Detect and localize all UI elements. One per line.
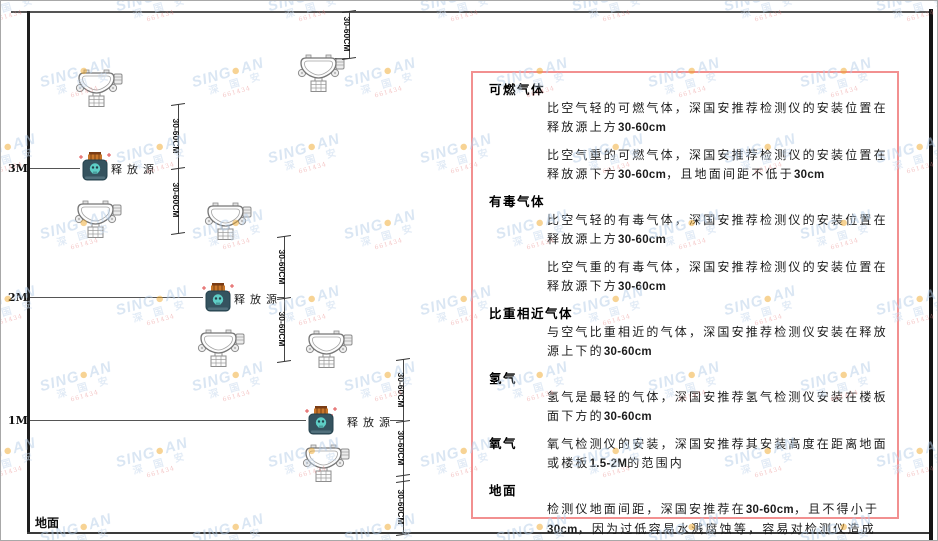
dimension-label: 30-60CM bbox=[277, 311, 287, 347]
dimension-line bbox=[403, 359, 404, 534]
dimension-label: 30-60CM bbox=[171, 182, 181, 218]
panel-section: 氢气氢气是最轻的气体，深国安推荐氢气检测仪安装在楼板面下方的30-60cm bbox=[489, 370, 886, 426]
dimension-label: 30-60CM bbox=[396, 430, 406, 466]
section-body: 氢气是最轻的气体，深国安推荐氢气检测仪安装在楼板面下方的30-60cm bbox=[547, 388, 889, 426]
section-heading: 比重相近气体 bbox=[489, 306, 574, 321]
height-axis-label: 2M bbox=[8, 291, 28, 304]
section-paragraph: 氧气检测仪的安装，深国安推荐其安装高度在距离地面或楼板1.5-2M的范围内 bbox=[547, 437, 888, 470]
release-source bbox=[304, 406, 338, 440]
section-paragraph: 氢气是最轻的气体，深国安推荐氢气检测仪安装在楼板面下方的30-60cm bbox=[547, 390, 888, 423]
section-heading: 可燃气体 bbox=[489, 82, 546, 97]
section-paragraph: 比空气重的有毒气体，深国安推荐检测仪的安装位置在释放源下方30-60cm bbox=[547, 260, 888, 293]
height-axis-label: 1M bbox=[8, 414, 28, 427]
gas-detector bbox=[197, 329, 245, 371]
panel-section: 有毒气体 比空气轻的有毒气体，深国安推荐检测仪的安装位置在释放源上方30-60cm… bbox=[489, 193, 886, 296]
dimension-label: 30-60CM bbox=[342, 16, 352, 52]
ceiling-line bbox=[11, 11, 933, 13]
dimension-label: 30-60CM bbox=[396, 372, 406, 408]
section-heading: 有毒气体 bbox=[489, 194, 546, 209]
section-heading: 地面 bbox=[489, 483, 518, 498]
section-body: 与空气比重相近的气体，深国安推荐检测仪安装在释放源上下的30-60cm bbox=[547, 323, 889, 361]
ground-label: 地面 bbox=[35, 516, 60, 530]
section-body: 氧气检测仪的安装，深国安推荐其安装高度在距离地面或楼板1.5-2M的范围内 bbox=[547, 435, 889, 473]
section-paragraph: 检测仪地面间距，深国安推荐在30-60cm，且不得小于30cm，因为过低容易水溅… bbox=[547, 502, 880, 536]
release-source-label: 释放源 bbox=[347, 416, 395, 429]
release-source-label: 释放源 bbox=[234, 293, 282, 306]
height-reference-line bbox=[30, 297, 203, 298]
height-reference-line bbox=[30, 168, 80, 169]
section-paragraph: 比空气轻的可燃气体，深国安推荐检测仪的安装位置在释放源上方30-60cm bbox=[547, 101, 888, 134]
gas-detector-icon bbox=[75, 69, 123, 107]
section-paragraph: 比空气重的可燃气体，深国安推荐检测仪的安装位置在释放源下方30-60cm，且地面… bbox=[547, 148, 888, 181]
gas-detector-icon bbox=[197, 329, 245, 367]
gas-detector bbox=[302, 444, 350, 486]
ground-line bbox=[27, 532, 933, 534]
release-source bbox=[78, 152, 112, 186]
height-reference-line bbox=[30, 420, 306, 421]
dimension-label: 30-60CM bbox=[171, 118, 181, 154]
dimension-label: 30-60CM bbox=[277, 249, 287, 285]
section-heading: 氢气 bbox=[489, 371, 518, 386]
panel-section: 可燃气体 比空气轻的可燃气体，深国安推荐检测仪的安装位置在释放源上方30-60cm… bbox=[489, 81, 886, 184]
gas-detector-icon bbox=[204, 202, 252, 240]
height-reference-line bbox=[390, 420, 403, 421]
panel-section: 氧气 氧气检测仪的安装，深国安推荐其安装高度在距离地面或楼板1.5-2M的范围内 bbox=[489, 435, 886, 473]
height-axis-label: 3M bbox=[8, 162, 28, 175]
right-wall-line bbox=[929, 9, 933, 540]
dimension-tick bbox=[170, 232, 186, 235]
gas-detector-icon bbox=[302, 444, 350, 482]
gas-detector bbox=[75, 69, 123, 111]
dimension-label: 30-60CM bbox=[396, 489, 406, 525]
gas-detector bbox=[204, 202, 252, 244]
release-source-icon bbox=[305, 406, 337, 435]
gas-detector bbox=[74, 200, 122, 242]
left-wall-line bbox=[27, 11, 30, 534]
gas-detector-icon bbox=[305, 330, 353, 368]
release-source-icon bbox=[202, 283, 234, 312]
installation-notes-panel: 可燃气体 比空气轻的可燃气体，深国安推荐检测仪的安装位置在释放源上方30-60cm… bbox=[471, 71, 899, 536]
section-body: 比空气轻的可燃气体，深国安推荐检测仪的安装位置在释放源上方30-60cm 比空气重… bbox=[547, 99, 889, 184]
gas-detector-icon bbox=[74, 200, 122, 238]
dimension-line bbox=[349, 11, 350, 58]
section-body: 比空气轻的有毒气体，深国安推荐检测仪的安装位置在释放源上方30-60cm 比空气重… bbox=[547, 211, 889, 296]
gas-detector-icon bbox=[297, 54, 345, 92]
gas-detector bbox=[305, 330, 353, 372]
section-heading: 氧气 bbox=[489, 436, 518, 451]
release-source-icon bbox=[79, 152, 111, 181]
dimension-tick bbox=[276, 360, 292, 363]
panel-section: 比重相近气体与空气比重相近的气体，深国安推荐检测仪安装在释放源上下的30-60c… bbox=[489, 305, 886, 361]
section-paragraph: 比空气轻的有毒气体，深国安推荐检测仪的安装位置在释放源上方30-60cm bbox=[547, 213, 888, 246]
release-source-label: 释放源 bbox=[111, 163, 159, 176]
gas-detector bbox=[297, 54, 345, 96]
section-body: 检测仪地面间距，深国安推荐在30-60cm，且不得小于30cm，因为过低容易水溅… bbox=[547, 500, 889, 540]
release-source bbox=[201, 283, 235, 317]
section-paragraph: 与空气比重相近的气体，深国安推荐检测仪安装在释放源上下的30-60cm bbox=[547, 325, 888, 358]
panel-section: 地面检测仪地面间距，深国安推荐在30-60cm，且不得小于30cm，因为过低容易… bbox=[489, 482, 883, 540]
